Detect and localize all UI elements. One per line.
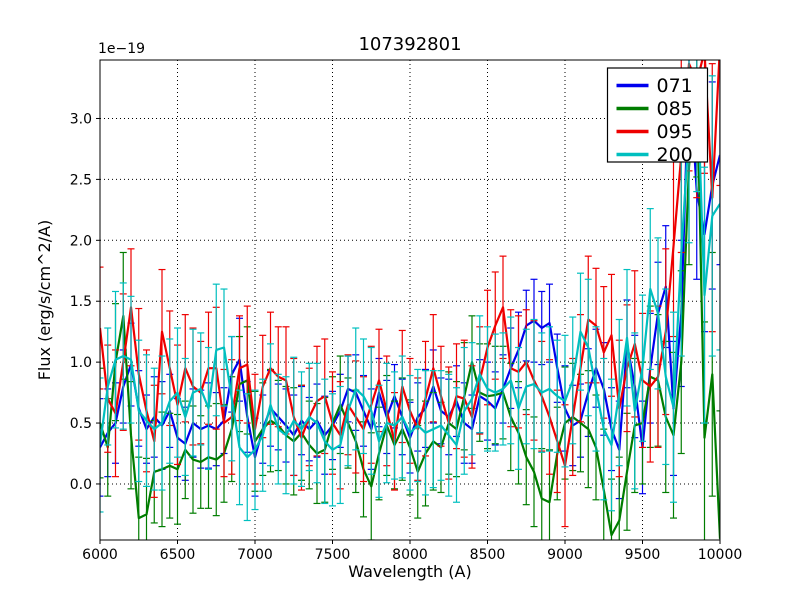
y-tick-label: 1.0 [70,355,92,371]
x-tick-label: 8000 [392,547,428,563]
x-tick-label: 7500 [315,547,351,563]
series-200 [100,60,720,522]
legend-label: 200 [657,144,693,166]
chart-title: 107392801 [358,34,461,55]
x-tick-label: 7000 [237,547,273,563]
x-tick-label: 6000 [82,547,118,563]
legend-entry-200: 200 [616,144,693,166]
y-tick-label: 2.5 [70,172,92,188]
legend-label: 085 [657,98,693,120]
y-tick-label: 1.5 [70,294,92,310]
x-axis-label: Wavelength (A) [348,562,471,581]
legend-entry-095: 095 [616,121,693,143]
y-tick-label: 0.0 [70,477,92,493]
y-axis-offset-label: 1e−19 [98,41,145,57]
x-tick-label: 9000 [547,547,583,563]
legend-label: 071 [657,75,693,97]
y-tick-label: 2.0 [70,233,92,249]
x-tick-label: 6500 [160,547,196,563]
y-tick-label: 0.5 [70,416,92,432]
data-series-layer [100,60,720,540]
x-tick-label: 9500 [625,547,661,563]
legend-label: 095 [657,121,693,143]
legend-entry-071: 071 [616,75,693,97]
y-axis-label: Flux (erg/s/cm^2/A) [35,220,54,381]
legend-entry-085: 085 [616,98,693,120]
axis-ticks: 6000 6500 7000 7500 8000 8500 9000 9500 10000 0.0… [70,111,743,563]
x-tick-label: 8500 [470,547,506,563]
line-200 [100,68,720,459]
x-tick-label: 10000 [698,547,743,563]
legend-box [606,67,709,163]
y-tick-label: 3.0 [70,111,92,127]
